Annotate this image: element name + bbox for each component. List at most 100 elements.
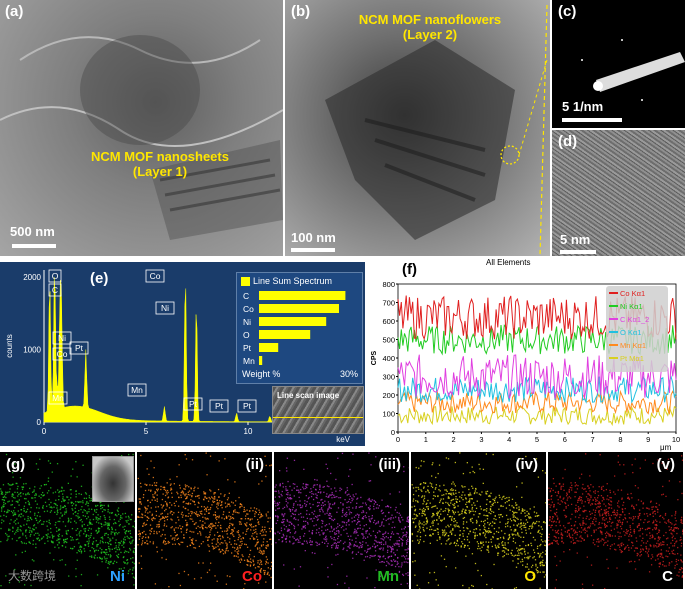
eds-peak-label: Co [150, 271, 161, 281]
panel-a-texture [0, 35, 283, 240]
line-x-tick: 6 [563, 435, 567, 444]
eds-peak-label: Pt [243, 401, 252, 411]
line-x-tick: 2 [452, 435, 456, 444]
line-x-tick: 8 [618, 435, 622, 444]
eds-y-tick: 2000 [23, 273, 41, 282]
panel-d-label: (d) [558, 133, 578, 150]
elemental-map-ni: (i)Ni(g)大数跨境 [0, 452, 135, 589]
eds-peak-label: Mn [52, 393, 64, 403]
eds-peak-label-box [48, 269, 62, 283]
panel-c-scale-bar [562, 118, 622, 122]
legend-swatch [241, 277, 250, 287]
line-legend-label: C Kα1_2 [620, 315, 649, 324]
eds-peak-label: Ni [161, 303, 169, 313]
panel-a-scale-text: 500 nm [10, 224, 55, 239]
panel-b-scale-bar [291, 248, 335, 252]
map-index-label: (iv) [515, 456, 539, 473]
panel-g-label: (g) [6, 456, 26, 473]
bar-category-label: O [243, 330, 250, 340]
line-y-tick: 400 [382, 354, 395, 363]
line-ylabel: CPS [371, 350, 378, 365]
line-scan-line [273, 417, 363, 418]
line-x-tick: 1 [424, 435, 428, 444]
eds-x-tick: 10 [244, 427, 253, 436]
panel-f-label: (f) [402, 261, 417, 278]
weight-bar [259, 291, 346, 300]
panel-a-label: (a) [5, 3, 24, 20]
panel-d-scale-bar [560, 250, 596, 254]
line-legend-label: Co Kα1 [620, 289, 645, 298]
map-element-label: O [524, 568, 536, 585]
line-y-tick: 600 [382, 317, 395, 326]
panel-e-label: (e) [90, 270, 109, 287]
line-x-tick: 7 [591, 435, 595, 444]
eds-ylabel: counts [5, 334, 14, 358]
line-series-o [397, 375, 677, 404]
eds-peak-label: Co [57, 349, 68, 359]
line-series-pt [397, 405, 677, 427]
weight-bar [259, 356, 263, 365]
legend-title: Line Sum Spectrum [253, 276, 333, 286]
panel-b-annotation-line1: NCM MOF nanoflowers [358, 12, 502, 27]
inset-legend: Line Sum Spectrum [241, 276, 333, 287]
line-x-tick: 3 [479, 435, 483, 444]
eds-peak-label-box [209, 399, 229, 413]
panel-d-scale-text: 5 nm [560, 232, 591, 247]
map-dots [274, 452, 409, 589]
line-y-tick: 0 [391, 428, 395, 437]
eds-peak-label-box [237, 399, 257, 413]
line-scan-image-label: Line scan image [277, 391, 340, 400]
map-index-label: (iii) [378, 456, 402, 473]
eds-y-tick: 1000 [23, 346, 41, 355]
panel-d-hrtem: (d) 5 nm [552, 130, 685, 256]
map-element-label: Mn [377, 568, 399, 585]
bar-category-label: Co [243, 304, 254, 314]
line-y-tick: 500 [382, 336, 395, 345]
line-scan-image-inset: Line scan image [272, 386, 364, 434]
panel-b-tem-image: (b) NCM MOF nanoflowers (Layer 2) 100 nm [285, 0, 550, 256]
line-x-tick: 0 [396, 435, 400, 444]
eds-peak-label-box [48, 391, 68, 405]
panel-b-annotation: NCM MOF nanoflowers (Layer 2) [330, 12, 530, 42]
line-legend-label: Pt Mα1 [620, 354, 644, 363]
line-y-tick: 100 [382, 410, 395, 419]
eds-peak-label-box [145, 269, 165, 283]
map-reference-inset [92, 456, 134, 502]
panel-c-pattern [581, 39, 685, 101]
map-dots [0, 453, 135, 587]
map-index-label: (v) [656, 456, 675, 473]
eds-x-tick: 5 [144, 427, 149, 436]
weight-bar [259, 317, 327, 326]
line-sum-spectrum-inset: Line Sum Spectrum C Co Ni O Pt Mn Weight % 30… [236, 272, 363, 384]
line-legend-label: Ni Kα1 [620, 302, 643, 311]
eds-peak-label-box [155, 301, 175, 315]
map-dots [548, 453, 683, 589]
panel-a-annotation-line1: NCM MOF nanosheets [91, 149, 229, 164]
panel-c-diffraction: (c) 5 1/nm [552, 0, 685, 128]
line-legend-label: Mn Kα1 [620, 341, 646, 350]
line-x-tick: 10 [672, 435, 680, 444]
eds-peak-label-box [48, 283, 62, 297]
eds-peak-label: Pt [215, 401, 224, 411]
line-y-tick: 300 [382, 373, 395, 382]
panel-a-scale-bar [12, 244, 56, 248]
line-series-mn [397, 389, 677, 416]
elemental-map-c: (v) C [548, 452, 683, 589]
panel-a-annotation: NCM MOF nanosheets (Layer 1) [60, 149, 260, 179]
watermark: 大数跨境 [8, 569, 57, 583]
eds-chart: 010002000051015keVcountsOCNiCoMnPtMnCoNi… [5, 269, 355, 444]
weight-axis-max: 30% [339, 369, 358, 379]
eds-peak-label-box [52, 331, 72, 345]
eds-peak-label: Pt [189, 399, 198, 409]
panel-e-eds-spectrum: 010002000051015keVcountsOCNiCoMnPtMnCoNi… [0, 262, 365, 446]
bar-category-label: C [243, 291, 249, 301]
panel-c-scale-text: 5 1/nm [562, 99, 604, 114]
line-xlabel: μm [660, 443, 672, 452]
eds-peak-label: O [52, 271, 59, 281]
weight-bar [259, 330, 311, 339]
eds-peak-label-box [183, 397, 203, 411]
map-element-label: Ni [110, 568, 125, 585]
eds-xlabel: keV [336, 435, 350, 444]
weight-bar-chart: C Co Ni O Pt Mn [243, 291, 346, 366]
line-x-tick: 9 [646, 435, 650, 444]
